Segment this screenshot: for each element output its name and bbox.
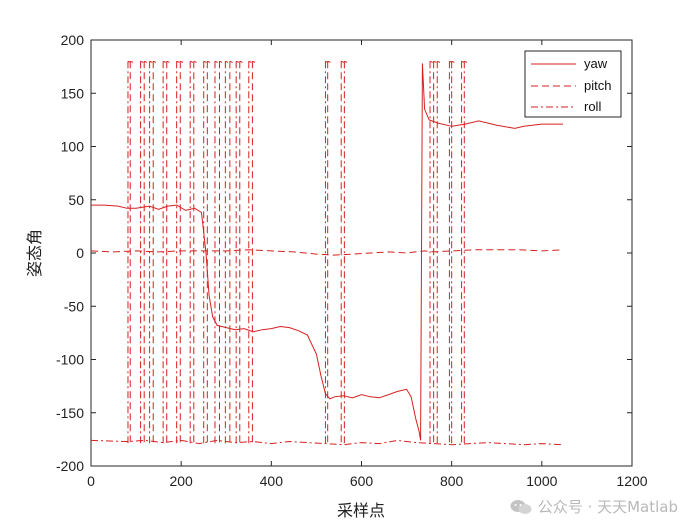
y-tick-label: -150 xyxy=(56,405,84,421)
y-tick-label: 200 xyxy=(61,32,85,48)
y-tick-label: 100 xyxy=(61,139,85,155)
series-line-roll xyxy=(91,439,564,446)
wrap-cap-roll xyxy=(437,60,441,63)
wrap-cap-pitch xyxy=(153,60,157,63)
x-tick-label: 1200 xyxy=(616,473,647,489)
wrap-cap-roll xyxy=(140,60,144,63)
wrap-cap-roll xyxy=(176,60,180,63)
legend-label-roll: roll xyxy=(584,99,601,114)
x-tick-label: 1000 xyxy=(526,473,557,489)
x-tick-label: 400 xyxy=(260,473,284,489)
wrap-cap-roll xyxy=(344,60,348,63)
wrap-cap-roll xyxy=(235,60,240,63)
x-tick-label: 0 xyxy=(87,473,95,489)
wrap-cap-pitch xyxy=(433,60,437,63)
x-tick-label: 200 xyxy=(169,473,193,489)
wrap-cap-roll xyxy=(149,60,153,63)
x-tick-label: 800 xyxy=(440,473,464,489)
wrap-cap-pitch xyxy=(180,60,184,63)
wrap-cap-roll xyxy=(248,60,252,63)
y-tick-label: 50 xyxy=(68,192,84,208)
wechat-icon xyxy=(510,499,532,514)
legend: yaw pitch roll xyxy=(524,50,622,118)
wrap-cap-roll xyxy=(214,60,218,63)
y-tick-label: -100 xyxy=(56,352,84,368)
wrap-cap-pitch xyxy=(130,60,134,63)
wrap-cap-roll xyxy=(225,60,229,63)
wrap-cap-pitch xyxy=(193,60,197,63)
y-tick-label: -50 xyxy=(64,298,84,314)
wrap-cap-pitch xyxy=(239,60,243,63)
y-tick-label: -200 xyxy=(56,458,84,474)
y-tick-label: 0 xyxy=(76,245,84,261)
x-tick-label: 600 xyxy=(350,473,374,489)
wrap-cap-roll xyxy=(464,60,468,63)
wrap-cap-pitch xyxy=(144,60,148,63)
legend-label-yaw: yaw xyxy=(584,56,608,71)
legend-box xyxy=(524,50,622,118)
ticks-layer: 0 200 400 600 800 1000 1200 -200 -150 -100 -50 0 50 1… xyxy=(56,32,648,489)
wrap-cap-pitch xyxy=(229,60,233,63)
wrap-cap-roll xyxy=(203,60,207,63)
wrap-cap-roll xyxy=(190,60,194,63)
wrap-cap-roll xyxy=(162,60,167,63)
y-tick-label: 150 xyxy=(61,85,85,101)
watermark-text: 公众号 · 天天Matlab xyxy=(537,498,678,516)
wrap-cap-roll xyxy=(451,60,455,63)
series-line-yaw xyxy=(91,63,563,441)
watermark: 公众号 · 天天Matlab xyxy=(510,496,678,517)
wrap-cap-roll xyxy=(429,60,433,63)
series-line-pitch xyxy=(91,249,564,256)
wrap-cap-pitch xyxy=(252,60,256,63)
y-axis-label: 姿态角 xyxy=(25,229,44,277)
wrap-cap-pitch xyxy=(341,60,345,63)
wrap-cap-pitch xyxy=(327,60,331,63)
legend-label-pitch: pitch xyxy=(584,78,611,93)
series-layer xyxy=(91,60,564,446)
wrap-cap-pitch xyxy=(219,60,223,63)
wrap-cap-pitch xyxy=(166,60,170,63)
wrap-cap-pitch xyxy=(207,60,211,63)
x-axis-label: 采样点 xyxy=(337,501,385,520)
